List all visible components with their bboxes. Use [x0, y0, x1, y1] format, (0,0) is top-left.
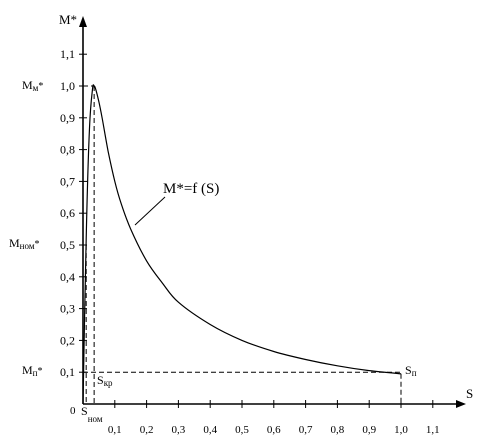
y-tick-label: 0,5 — [60, 238, 75, 252]
s-kr-sub: кр — [104, 378, 113, 388]
curve-label: M*=f (S) — [163, 181, 219, 197]
m-start-label: Mп* — [22, 363, 43, 378]
s-nom-main: S — [81, 404, 88, 418]
x-tick-label: 0,8 — [331, 424, 345, 436]
x-axis-label: S — [466, 386, 473, 401]
y-tick-label: 0,4 — [60, 270, 75, 284]
axes: S M* 0 — [59, 12, 473, 417]
m-start-main: M — [22, 363, 33, 377]
s-start-label: Sп — [405, 363, 417, 378]
s-nom-sub: ном — [88, 414, 103, 424]
y-tick-label: 0,9 — [60, 111, 75, 125]
torque-curve — [82, 84, 402, 405]
x-tick-label: 0,2 — [140, 424, 154, 436]
y-tick-label: 0,8 — [60, 143, 75, 157]
x-tick-label: 0,7 — [299, 424, 313, 436]
curve-label-leader — [134, 196, 166, 226]
s-start-main: S — [405, 363, 412, 377]
m-start-sub: п — [33, 368, 38, 378]
origin-label: 0 — [70, 405, 76, 417]
x-tick-label: 1,0 — [394, 424, 408, 436]
guide-lines — [83, 85, 402, 404]
m-nom-star: * — [35, 239, 40, 250]
m-nom-label: Mном* — [9, 236, 40, 251]
s-kr-label: Sкр — [97, 373, 113, 388]
s-nom-label: Sном — [81, 404, 103, 424]
x-tick-label: 0,4 — [203, 424, 217, 436]
x-tick-label: 0,3 — [172, 424, 186, 436]
y-tick-label: 0,3 — [60, 302, 75, 316]
x-tick-label: 0,1 — [108, 424, 122, 436]
x-axis-arrow — [456, 400, 466, 408]
ticks: 0,1 0,2 0,3 0,4 0,5 0,6 0,7 0,8 0,9 1,0 1,1 0,1 0,2 0… — [60, 47, 440, 436]
x-tick-label: 0,6 — [267, 424, 281, 436]
y-tick-label: 1,1 — [60, 47, 75, 61]
y-tick-label: 0,2 — [60, 333, 75, 347]
x-tick-label: 0,9 — [362, 424, 376, 436]
m-max-main: M — [22, 78, 33, 92]
m-nom-main: M — [9, 236, 20, 250]
s-start-sub: п — [412, 368, 417, 378]
y-tick-label: 0,1 — [60, 365, 75, 379]
s-kr-main: S — [97, 373, 104, 387]
m-start-star: * — [38, 366, 43, 377]
y-axis-arrow — [79, 16, 87, 27]
y-tick-label: 0,7 — [60, 174, 75, 188]
y-tick-label: 1,0 — [60, 79, 75, 93]
m-max-label: Mм* — [22, 78, 43, 93]
y-axis-label: M* — [59, 12, 77, 27]
x-tick-label: 1,1 — [426, 424, 440, 436]
m-max-star: * — [38, 81, 43, 92]
m-max-sub: м — [33, 83, 39, 93]
m-nom-sub: ном — [20, 241, 35, 251]
x-tick-label: 0,5 — [235, 424, 249, 436]
y-tick-label: 0,6 — [60, 206, 75, 220]
